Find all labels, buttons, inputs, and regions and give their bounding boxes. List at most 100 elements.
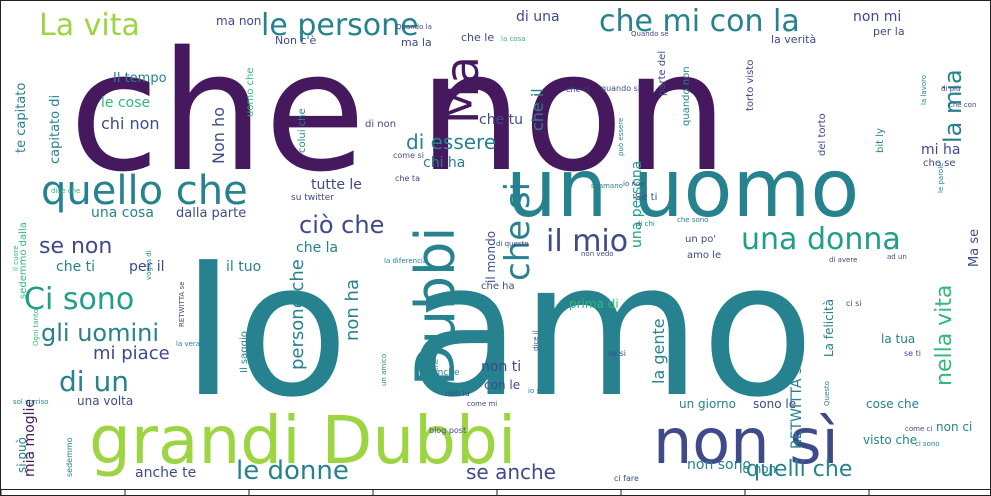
word-ad-un: ad un (887, 253, 907, 261)
word-che-ta: che ta (395, 174, 420, 183)
word-dice-il: dice il (532, 330, 540, 351)
word-blog-post: blog post (429, 426, 466, 435)
word-le-donne: le donne (236, 456, 349, 486)
word-con-le: con le (484, 378, 520, 392)
word-non-ti: non ti (481, 359, 521, 375)
word-visto-che: visto che (863, 433, 917, 447)
word-ci-si: ci si (846, 299, 862, 308)
word-che-le: che le (461, 31, 494, 44)
word-di-essere: di essere (406, 130, 496, 154)
word-la-vita: La vita (39, 8, 140, 43)
word-il-tempo: Il tempo (113, 71, 167, 86)
word-la-verità: la verità (771, 33, 816, 46)
word-di-chi: di chi (636, 220, 655, 228)
word-dalla-parte: dalla parte (176, 206, 246, 221)
word-che-tu: che tu (479, 112, 523, 128)
word-ci-sono: Ci sono (24, 282, 134, 317)
word-se-ti: Se ti (635, 192, 657, 203)
word-ma: Ma (435, 56, 489, 124)
word-quando-si: quando si (601, 84, 640, 93)
word-la-cosa: la cosa (501, 35, 526, 43)
word-il-saggio: Il saggio (239, 331, 250, 373)
word-io-sono: io sono (528, 387, 553, 395)
word-prima-di: prima di (569, 297, 619, 311)
word-una-volta: una volta (77, 394, 133, 408)
word-la-diferencia: la diferencia (384, 257, 427, 265)
word-come-si: come si (393, 151, 424, 160)
word-nella-vita: nella vita (932, 285, 957, 386)
word-cose-che: cose che (866, 397, 919, 411)
word-io-amo: Io amo (181, 222, 814, 438)
word-di-avere: di avere (829, 256, 857, 264)
word-un-amico: un amico (380, 354, 388, 386)
word-che-la: che la (296, 240, 338, 256)
word-una-donna: una donna (741, 222, 901, 257)
word-non-ha: non ha (342, 279, 363, 341)
word-di-più: di più (941, 85, 960, 93)
word-per-il: per il (129, 259, 165, 275)
word-io-non: io non (623, 180, 645, 188)
word-le-cose: le cose (101, 95, 150, 111)
word-quando-la: Quando la (396, 23, 432, 31)
word-non-ho: Non ho (209, 107, 228, 164)
word-parte-del: parte del (657, 51, 668, 96)
word-quello-che: quello che (41, 168, 248, 214)
word-quando-non: quando non (681, 66, 692, 126)
word-non-la: non la (445, 389, 470, 398)
word-di-non: di non (365, 119, 396, 130)
word-la-felicità: La felicità (822, 299, 836, 357)
word-la-mia: la mia (939, 69, 967, 143)
word-se-non: se non (39, 234, 112, 259)
word-le-parole: le parole (937, 163, 945, 193)
word-voglia-di: voglia di (145, 250, 153, 280)
word-ma-non: ma non (216, 14, 261, 28)
word-ci-sono: ci sono (915, 440, 940, 448)
word-mi-ha: mi ha (921, 142, 960, 158)
word-gli-uomini: gli uomini (41, 319, 159, 347)
word-le-persone: le persone (261, 8, 419, 43)
word-dubbi: Dubbi (404, 227, 467, 386)
word-la-lavoro: la lavoro (920, 75, 928, 105)
word-persone-che: persone che (287, 259, 308, 370)
word-non-mi: non mi (853, 9, 901, 25)
word-amo-le: amo le (687, 250, 721, 261)
word-non-sono: non sono (687, 457, 751, 473)
word-un-po: un po' (685, 234, 716, 245)
word-grandi-dubbi: grandi Dubbi (89, 402, 516, 479)
word-la-vera: la vera (176, 340, 200, 348)
word-un-uomo: un uomo (506, 142, 859, 235)
word-ma-se: Ma se (967, 229, 982, 267)
word-voita-che: voita che (432, 359, 440, 391)
word-mia-moglie: mia moglie (22, 399, 38, 477)
word-ogni-tanto: Ogni tanto (32, 309, 40, 346)
word-quelli-che: quelli che (746, 457, 852, 482)
word-sedemmo-dalla: sedemmo dalla (18, 222, 29, 299)
word-si-può: si può (15, 437, 29, 473)
word-per-la: per la (873, 25, 905, 38)
word-una-persona: una persona (629, 161, 645, 248)
word-che-con: che con (949, 101, 976, 109)
word-colui-che: colui che (297, 108, 308, 153)
word-retwitta-se: RETWITTA se (178, 282, 186, 327)
word-si-amano: si amano (591, 182, 623, 190)
word-sol-sorriso: sol sorriso (13, 398, 49, 406)
word-io-non: Io non (739, 462, 776, 476)
word-un-giorno: un giorno (679, 397, 736, 411)
word-il-mondo: il mondo (484, 231, 498, 283)
word-una-cosa: una cosa (91, 205, 154, 221)
word-può-essere: può essere (617, 118, 625, 156)
word-il-tuo: il tuo (226, 259, 261, 275)
word-che-se: che se (923, 158, 956, 169)
word-uomo-che: uomo che (245, 68, 256, 117)
word-che-si: che si (498, 182, 538, 281)
word-dice-che: dice che (51, 187, 80, 195)
word-che-il: che il (528, 88, 547, 131)
word-ci-fare: ci fare (614, 474, 639, 483)
word-te-capitato: te capitato (14, 83, 29, 153)
bottom-axis-ticks (1, 489, 990, 495)
word-bit-ly: bit ly (875, 128, 886, 153)
word-se-anche: se anche (466, 460, 556, 484)
word-del-torto: del torto (817, 113, 828, 156)
word-non-ci: non ci (936, 420, 972, 434)
